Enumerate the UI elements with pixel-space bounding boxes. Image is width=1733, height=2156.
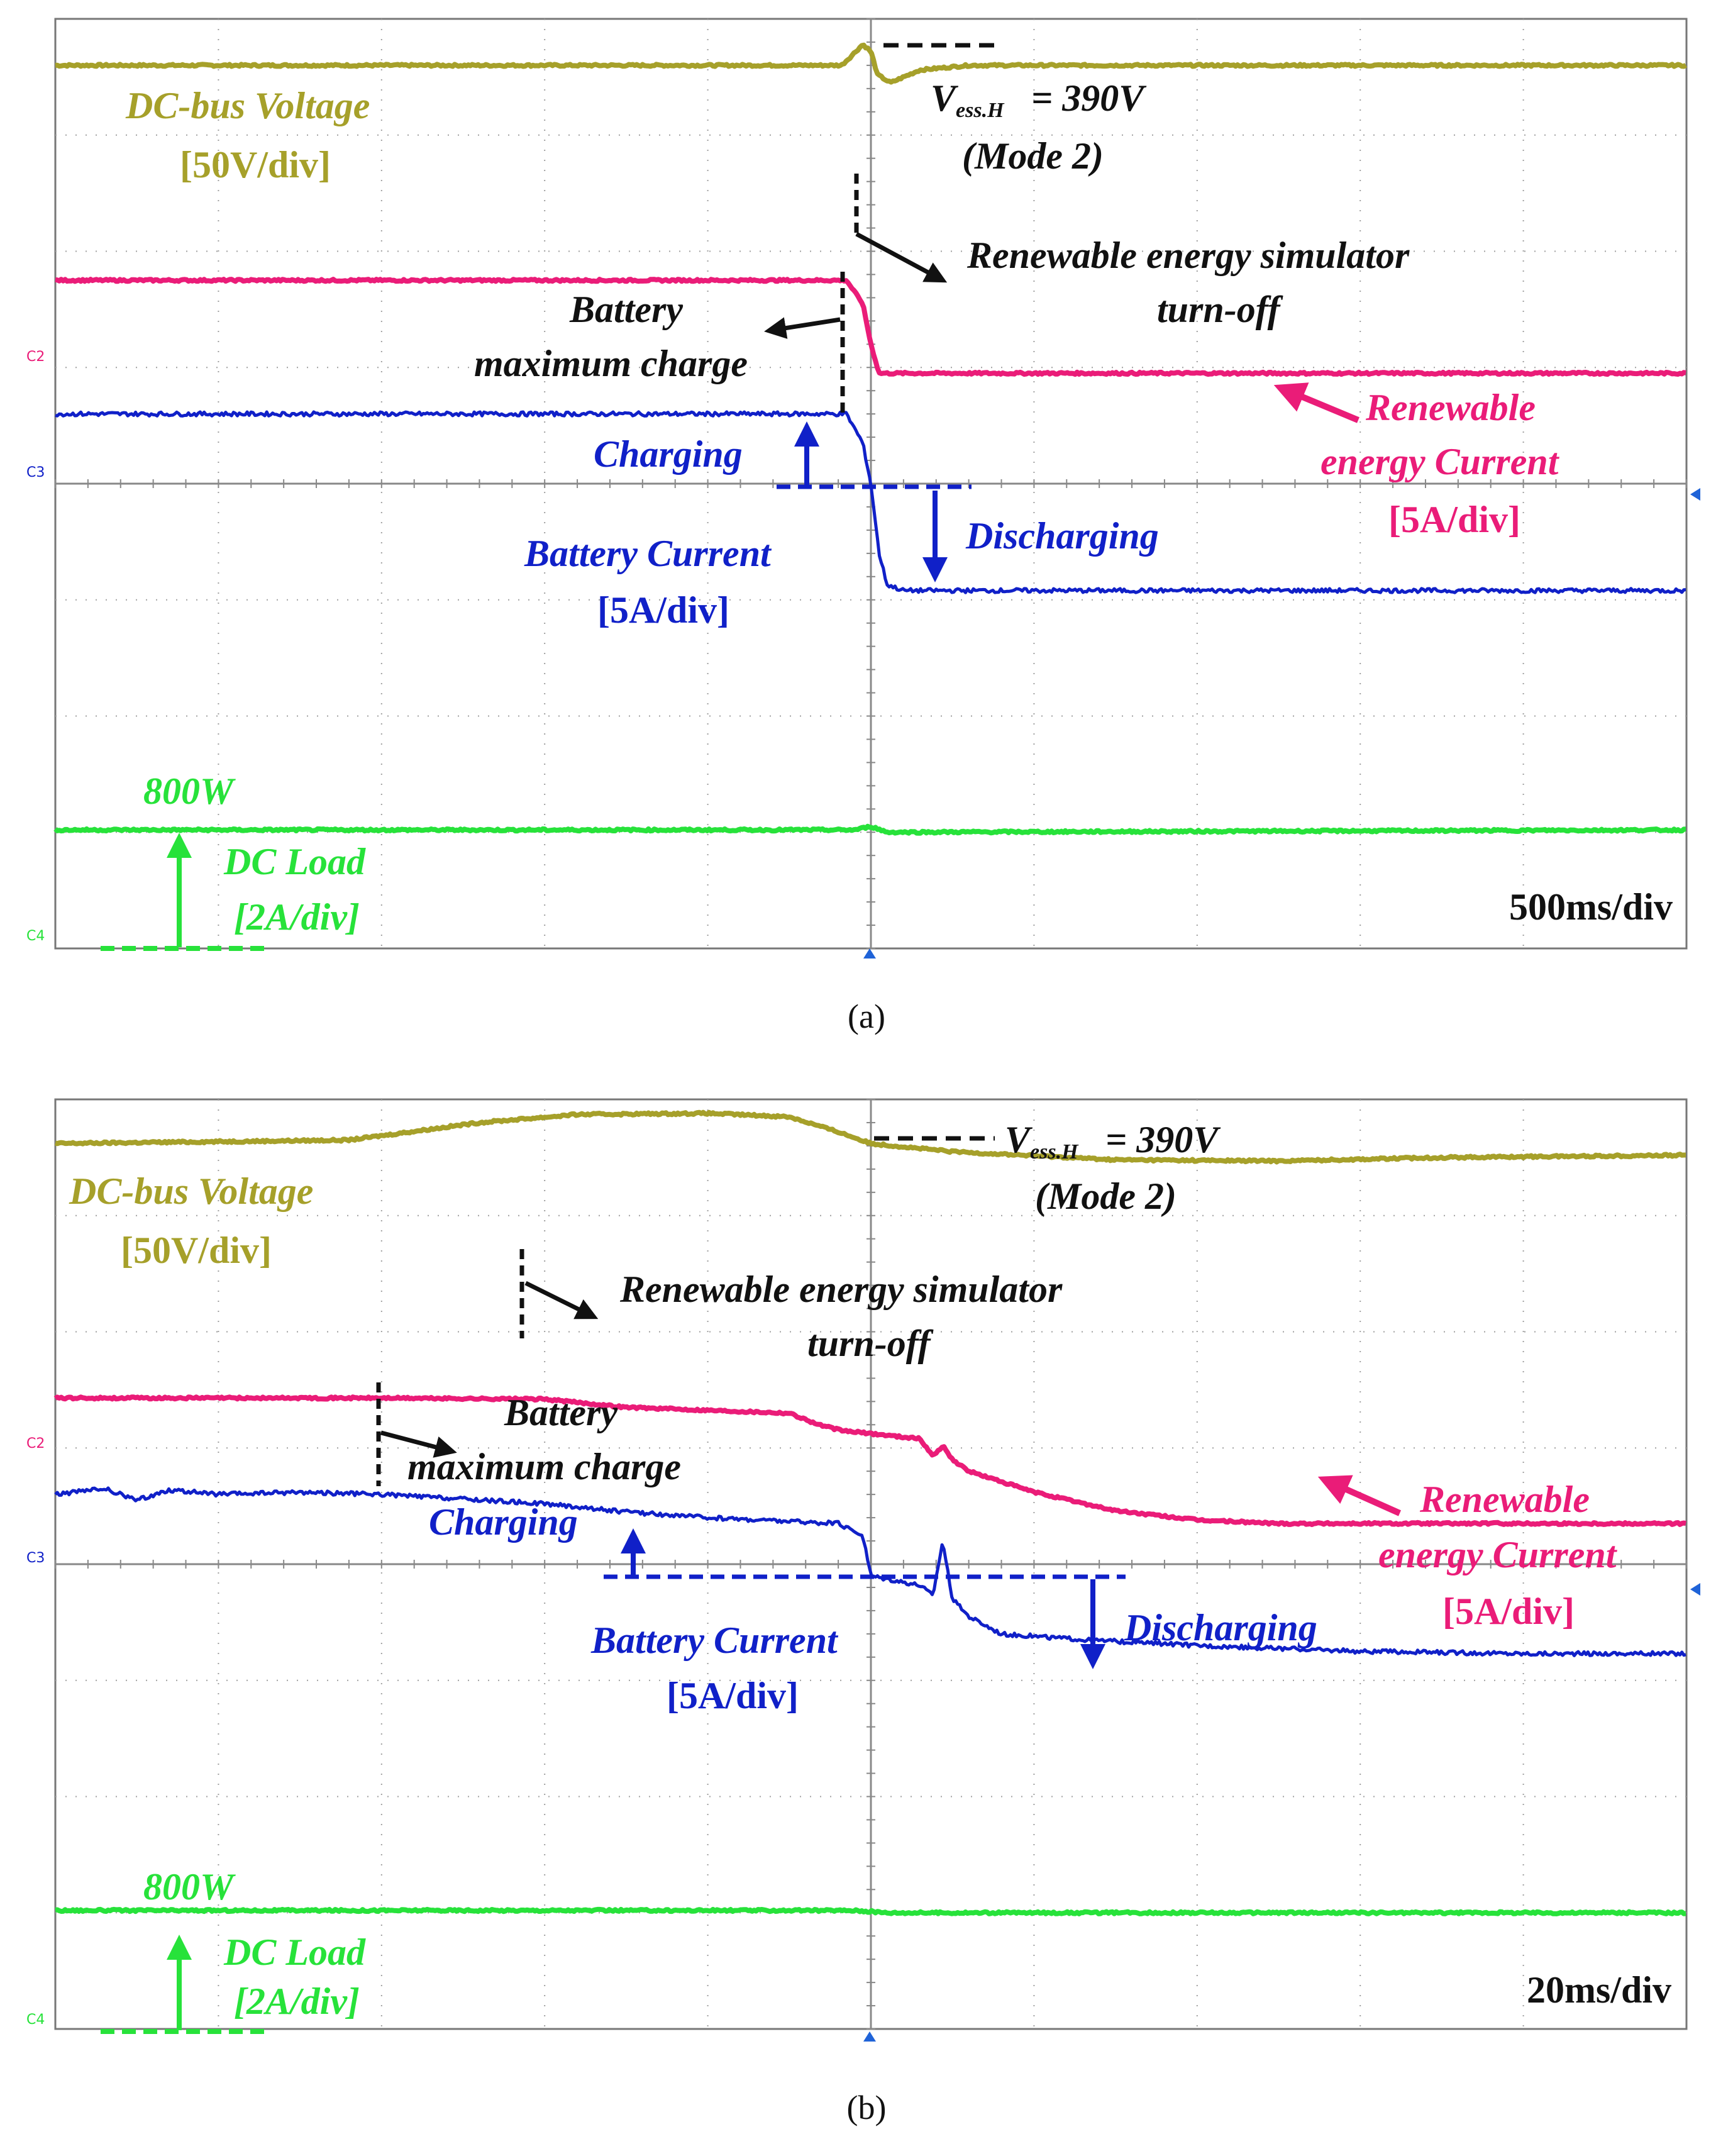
battery-max-charge-arrow [380,1430,457,1458]
renewable-energy-current-trace [55,277,1686,377]
discharging-label: Discharging [965,515,1159,557]
traces-a [53,42,1688,836]
battery-max-label-line2: maximum charge [407,1446,681,1487]
channel-label-c4: C4 [26,2012,45,2028]
dc-load-trace [53,823,1686,836]
simulator-label-line2: turn-off [1157,289,1283,330]
traces-b [53,1109,1686,1916]
simulator-arrow [855,231,948,283]
discharging-label: Discharging [1124,1607,1317,1648]
vess-symbol: Vess.H [931,77,1005,122]
power-label: 800W [143,1866,236,1908]
dc-bus-voltage-scale: [50V/div] [180,144,331,186]
battery-current-label: Battery Current [524,533,772,574]
dc-bus-voltage-scale: [50V/div] [121,1230,272,1271]
charging-label: Charging [594,433,743,475]
renewable-energy-current-trace [53,1394,1686,1527]
battery-max-charge-arrow [764,317,841,339]
channel-label-c3: C3 [26,465,45,481]
battery-max-label-line1: Battery [504,1392,617,1433]
battery-max-label-line1: Battery [569,289,683,330]
renewable-label-line1: Renewable [1419,1479,1590,1520]
power-label: 800W [143,770,236,812]
timebase-label: 20ms/div [1527,1969,1671,2011]
channel-label-c3: C3 [26,1550,45,1566]
trigger-position-marker [863,2031,876,2042]
dc-load-scale: [2A/div] [234,896,360,938]
dc-bus-voltage-label: DC-bus Voltage [69,1170,313,1212]
renewable-label-line2: energy Current [1378,1534,1618,1575]
renewable-current-arrow [1273,382,1359,423]
timebase-label: 500ms/div [1509,886,1673,928]
renewable-current-arrow [1317,1475,1402,1516]
dc-bus-voltage-trace [55,42,1688,85]
scope-svg-a: C2 C3 C4 DC-bus Voltage [50V/div] Vess.H… [26,18,1700,959]
charging-label: Charging [429,1501,578,1543]
battery-current-scale: [5A/div] [597,589,729,631]
battery-current-scale: [5A/div] [667,1675,799,1716]
dc-load-label: DC Load [223,841,366,882]
renewable-label-line2: energy Current [1321,441,1560,482]
dc-bus-voltage-label: DC-bus Voltage [125,85,370,126]
renewable-scale: [5A/div] [1442,1591,1575,1632]
battery-current-trace [55,410,1686,594]
caption-a: (a) [848,997,885,1035]
channel-label-c2: C2 [26,1436,45,1452]
dc-load-label: DC Load [223,1931,366,1973]
grid-a [54,18,1688,950]
simulator-label-line1: Renewable energy simulator [966,235,1410,276]
mode-label: (Mode 2) [962,135,1104,177]
channel-label-c4: C4 [26,928,45,944]
battery-current-label: Battery Current [590,1620,839,1661]
oscilloscope-panel-b: C2 C3 C4 DC-bus Voltage [50V/div] Vess.H… [0,1081,1733,2062]
ground-level-marker [1690,1583,1700,1596]
trigger-position-marker [863,948,876,959]
mode-label: (Mode 2) [1035,1175,1177,1217]
dc-load-scale: [2A/div] [234,1981,360,2022]
vess-value: = 390V [1105,1119,1221,1160]
battery-current-trace [54,1486,1686,1657]
simulator-label-line2: turn-off [807,1323,934,1364]
simulator-arrow [524,1281,599,1320]
dc-load-trace [55,1906,1686,1916]
channel-label-c2: C2 [26,349,45,365]
scope-svg-b: C2 C3 C4 DC-bus Voltage [50V/div] Vess.H… [26,1098,1700,2042]
caption-b: (b) [846,2089,887,2126]
renewable-label-line1: Renewable [1365,387,1536,428]
vess-value: = 390V [1031,77,1147,119]
dc-bus-voltage-trace [55,1109,1686,1165]
battery-max-label-line2: maximum charge [474,343,748,384]
renewable-scale: [5A/div] [1388,499,1520,540]
oscilloscope-panel-a: C2 C3 C4 DC-bus Voltage [50V/div] Vess.H… [0,0,1733,981]
ground-level-marker [1690,488,1700,501]
vess-symbol: Vess.H [1005,1119,1079,1164]
simulator-label-line1: Renewable energy simulator [619,1269,1063,1310]
grid-b [54,1098,1688,2030]
